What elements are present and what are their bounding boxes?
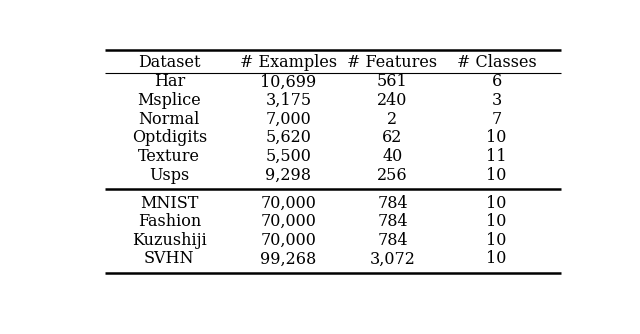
Text: 7,000: 7,000 bbox=[266, 111, 311, 128]
Text: 7: 7 bbox=[492, 111, 502, 128]
Text: 11: 11 bbox=[486, 148, 507, 165]
Text: 9,298: 9,298 bbox=[266, 167, 311, 184]
Text: 784: 784 bbox=[377, 213, 408, 230]
Text: 3,175: 3,175 bbox=[265, 92, 312, 109]
Text: Texture: Texture bbox=[138, 148, 200, 165]
Text: 40: 40 bbox=[382, 148, 403, 165]
Text: 10: 10 bbox=[486, 250, 507, 268]
Text: 10: 10 bbox=[486, 129, 507, 146]
Text: 6: 6 bbox=[492, 73, 502, 90]
Text: 70,000: 70,000 bbox=[260, 194, 316, 211]
Text: 10: 10 bbox=[486, 213, 507, 230]
Text: # Features: # Features bbox=[348, 54, 438, 71]
Text: Usps: Usps bbox=[149, 167, 189, 184]
Text: 10: 10 bbox=[486, 232, 507, 249]
Text: 10,699: 10,699 bbox=[260, 73, 316, 90]
Text: 784: 784 bbox=[377, 194, 408, 211]
Text: 99,268: 99,268 bbox=[260, 250, 316, 268]
Text: 240: 240 bbox=[378, 92, 408, 109]
Text: 2: 2 bbox=[387, 111, 397, 128]
Text: 5,500: 5,500 bbox=[266, 148, 311, 165]
Text: # Examples: # Examples bbox=[240, 54, 337, 71]
Text: Msplice: Msplice bbox=[138, 92, 201, 109]
Text: 3: 3 bbox=[492, 92, 502, 109]
Text: 10: 10 bbox=[486, 194, 507, 211]
Text: 561: 561 bbox=[377, 73, 408, 90]
Text: 784: 784 bbox=[377, 232, 408, 249]
Text: Har: Har bbox=[154, 73, 185, 90]
Text: 62: 62 bbox=[382, 129, 403, 146]
Text: SVHN: SVHN bbox=[144, 250, 195, 268]
Text: 70,000: 70,000 bbox=[260, 232, 316, 249]
Text: Kuzushiji: Kuzushiji bbox=[132, 232, 207, 249]
Text: Optdigits: Optdigits bbox=[132, 129, 207, 146]
Text: 70,000: 70,000 bbox=[260, 213, 316, 230]
Text: 10: 10 bbox=[486, 167, 507, 184]
Text: # Classes: # Classes bbox=[457, 54, 536, 71]
Text: 5,620: 5,620 bbox=[266, 129, 311, 146]
Text: Dataset: Dataset bbox=[138, 54, 200, 71]
Text: 3,072: 3,072 bbox=[369, 250, 415, 268]
Text: MNIST: MNIST bbox=[140, 194, 198, 211]
Text: Normal: Normal bbox=[139, 111, 200, 128]
Text: Fashion: Fashion bbox=[138, 213, 201, 230]
Text: 256: 256 bbox=[377, 167, 408, 184]
